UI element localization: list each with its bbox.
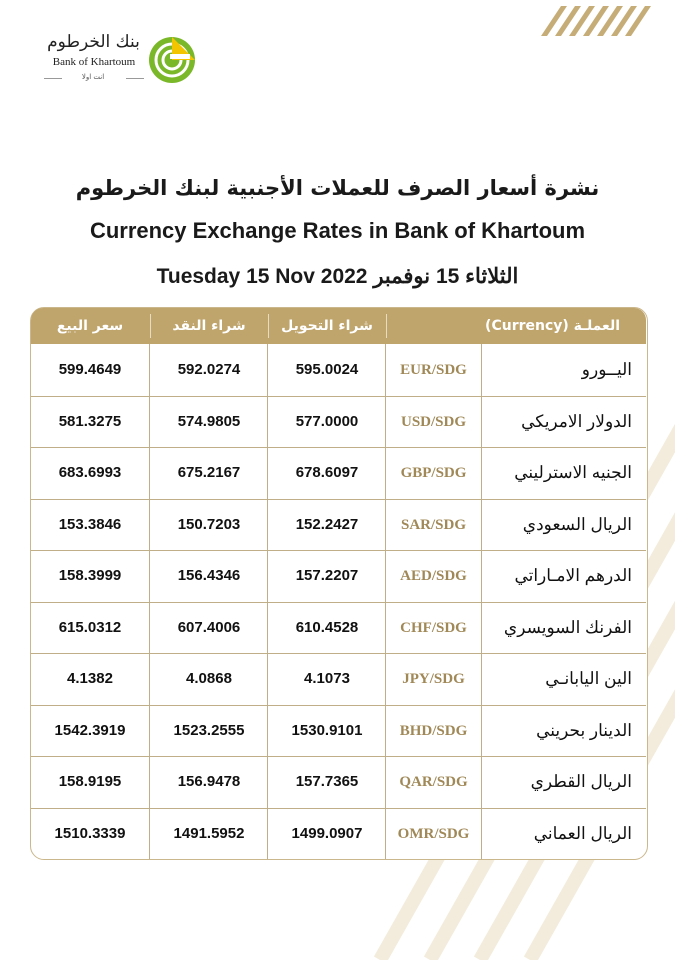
bank-emblem-icon bbox=[149, 37, 195, 83]
logo-divider-left bbox=[44, 78, 62, 79]
sell-rate-cell: 158.3999 bbox=[58, 567, 122, 584]
row-divider bbox=[31, 756, 646, 757]
table-row: 683.6993 675.2167 678.6097 GBP/SDG الجنيه ال… bbox=[31, 447, 646, 499]
table-row: 158.9195 156.9478 157.7365 QAR/SDG الريال ال… bbox=[31, 756, 646, 808]
title-english: Currency Exchange Rates in Bank of Khart… bbox=[89, 218, 586, 243]
sell-rate-cell: 158.9195 bbox=[58, 773, 122, 790]
currency-code-cell: AED/SDG bbox=[400, 568, 467, 584]
sell-rate-cell: 599.4649 bbox=[58, 361, 122, 378]
currency-code-cell: BHD/SDG bbox=[399, 722, 468, 739]
cash-buy-cell: 150.7203 bbox=[177, 515, 241, 533]
cash-buy-cell: 607.4006 bbox=[177, 618, 241, 636]
table-row: 4.1382 4.0868 4.1073 JPY/SDG الين اليابانـي bbox=[31, 653, 646, 705]
logo-tagline: انت اولا bbox=[81, 73, 105, 81]
table-row: 615.0312 607.4006 610.4528 CHF/SDG الفرنك ال… bbox=[31, 602, 646, 654]
header-sell-rate: سعر البيع bbox=[56, 318, 124, 334]
table-header: سعر البيع شراء النقد شراء التحويل العملـ… bbox=[31, 308, 646, 344]
transfer-buy-cell: 1530.9101 bbox=[291, 721, 363, 739]
currency-code-cell: OMR/SDG bbox=[397, 825, 470, 842]
currency-code-cell: EUR/SDG bbox=[400, 362, 467, 378]
bulletin-date: Tuesday 15 Nov 2022 الثلاثاء 15 نوفمبر bbox=[156, 265, 519, 288]
transfer-buy-cell: 595.0024 bbox=[295, 361, 359, 378]
table-row: 599.4649 592.0274 595.0024 EUR/SDG اليــورو bbox=[31, 344, 646, 396]
currency-name-cell: الريال السعودي bbox=[522, 514, 632, 534]
currency-code-cell: QAR/SDG bbox=[399, 774, 468, 790]
sell-rate-cell: 1510.3339 bbox=[54, 824, 126, 842]
header-currency: العملـة (Currency) bbox=[485, 318, 620, 334]
transfer-buy-cell: 4.1073 bbox=[304, 670, 350, 687]
currency-name-cell: اليــورو bbox=[581, 360, 632, 379]
row-divider bbox=[31, 704, 646, 706]
transfer-buy-cell: 157.7365 bbox=[295, 773, 359, 790]
currency-name-cell: الفرنك السويسري bbox=[503, 617, 632, 637]
sell-rate-cell: 4.1382 bbox=[67, 670, 113, 687]
header-divider bbox=[268, 314, 269, 338]
cash-buy-cell: 156.9478 bbox=[177, 773, 241, 790]
transfer-buy-cell: 1499.0907 bbox=[291, 824, 363, 842]
currency-code-cell: JPY/SDG bbox=[402, 671, 465, 687]
currency-code-cell: GBP/SDG bbox=[400, 465, 467, 481]
logo-divider-right bbox=[126, 78, 144, 79]
sell-rate-cell: 153.3846 bbox=[58, 515, 122, 533]
currency-code-cell: CHF/SDG bbox=[400, 619, 467, 636]
currency-name-cell: الريال العماني bbox=[533, 823, 632, 843]
row-divider bbox=[31, 807, 646, 809]
transfer-buy-cell: 678.6097 bbox=[295, 464, 359, 481]
table-row: 153.3846 150.7203 152.2427 SAR/SDG الريال ال… bbox=[31, 499, 646, 551]
table-row: 1510.3339 1491.5952 1499.0907 OMR/SDG الريال… bbox=[31, 808, 646, 860]
cash-buy-cell: 1491.5952 bbox=[173, 824, 245, 842]
currency-name-cell: الدرهم الامـاراتي bbox=[514, 566, 632, 585]
cash-buy-cell: 675.2167 bbox=[177, 464, 241, 481]
sell-rate-cell: 615.0312 bbox=[58, 618, 122, 636]
currency-name-cell: الريال القطري bbox=[530, 772, 632, 791]
transfer-buy-cell: 610.4528 bbox=[295, 618, 359, 636]
top-stripes bbox=[541, 6, 651, 36]
row-divider bbox=[31, 653, 646, 654]
sell-rate-cell: 683.6993 bbox=[58, 464, 122, 481]
currency-code-cell: SAR/SDG bbox=[400, 516, 467, 533]
row-divider bbox=[31, 601, 646, 603]
exchange-rates-table: سعر البيع شراء النقد شراء التحويل العملـ… bbox=[30, 307, 648, 860]
header-divider bbox=[150, 314, 151, 338]
table-row: 158.3999 156.4346 157.2207 AED/SDG الدرهم ال… bbox=[31, 550, 646, 602]
table-row: 1542.3919 1523.2555 1530.9101 BHD/SDG الدينا… bbox=[31, 705, 646, 757]
header-transfer-buy: شراء التحويل bbox=[281, 318, 373, 334]
cash-buy-cell: 4.0868 bbox=[186, 670, 232, 687]
transfer-buy-cell: 152.2427 bbox=[295, 515, 359, 533]
logo-name-arabic: بنك الخرطوم bbox=[47, 32, 140, 52]
row-divider bbox=[31, 498, 646, 500]
currency-name-cell: الدينار بحريني bbox=[536, 720, 632, 740]
transfer-buy-cell: 577.0000 bbox=[295, 412, 359, 430]
row-divider bbox=[31, 550, 646, 551]
currency-code-cell: USD/SDG bbox=[400, 413, 467, 430]
header-divider bbox=[386, 314, 387, 338]
currency-name-cell: الدولار الامريكي bbox=[521, 411, 632, 431]
cash-buy-cell: 592.0274 bbox=[177, 361, 241, 378]
cash-buy-cell: 156.4346 bbox=[177, 567, 241, 584]
logo-name-english: Bank of Khartoum bbox=[52, 56, 136, 68]
currency-name-cell: الجنيه الاسترليني bbox=[514, 463, 632, 482]
row-divider bbox=[31, 447, 646, 448]
row-divider bbox=[31, 395, 646, 397]
header-cash-buy: شراء النقد bbox=[172, 318, 246, 334]
title-arabic: نشرة أسعار الصرف للعملات الأجنبية لبنك ا… bbox=[75, 176, 600, 200]
table-row: 581.3275 574.9805 577.0000 USD/SDG الدولار ا… bbox=[31, 396, 646, 448]
currency-name-cell: الين اليابانـي bbox=[545, 669, 632, 688]
cash-buy-cell: 1523.2555 bbox=[173, 721, 245, 739]
sell-rate-cell: 581.3275 bbox=[58, 412, 122, 430]
sell-rate-cell: 1542.3919 bbox=[54, 721, 126, 739]
bank-logo: بنك الخرطوم Bank of Khartoum انت اولا bbox=[40, 30, 210, 90]
transfer-buy-cell: 157.2207 bbox=[295, 567, 359, 584]
cash-buy-cell: 574.9805 bbox=[177, 412, 241, 430]
